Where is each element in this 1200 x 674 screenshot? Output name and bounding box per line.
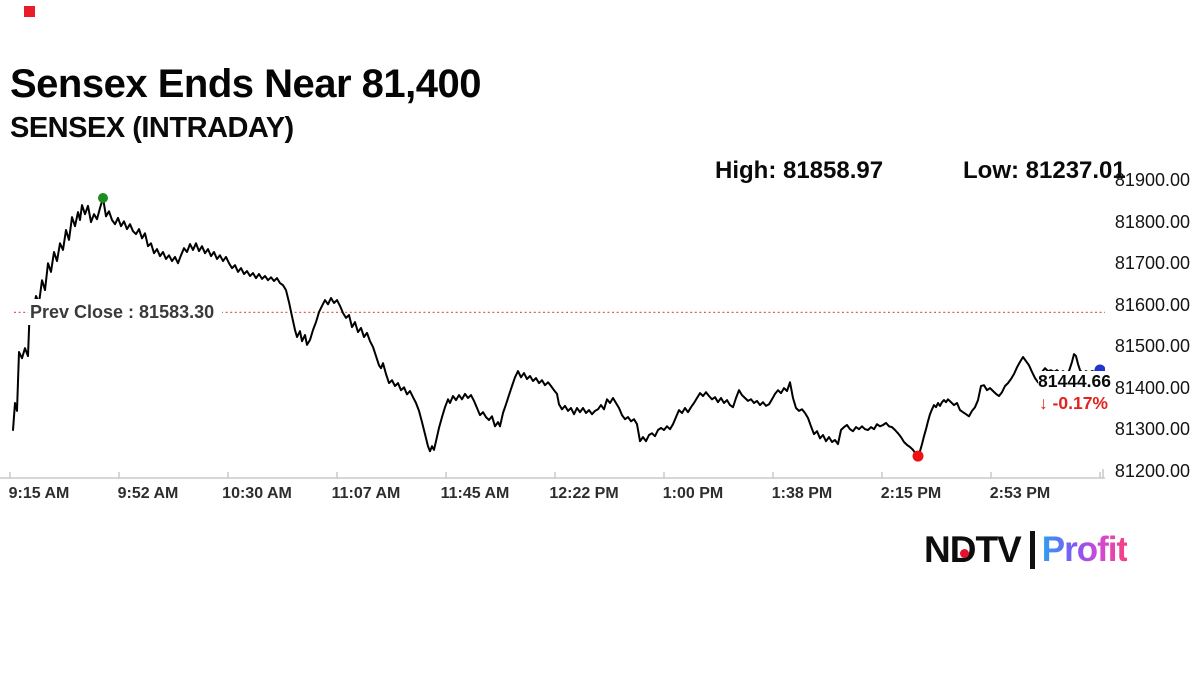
profit-wordmark: Profit <box>1041 530 1128 569</box>
ndtv-red-dot-icon <box>960 549 969 558</box>
x-axis-label: 9:52 AM <box>117 485 179 502</box>
high-value-label: High: 81858.97 <box>715 157 884 184</box>
logo-separator <box>1029 531 1035 569</box>
x-axis-label: 12:22 PM <box>549 485 619 502</box>
y-axis-label: 81300.00 <box>1114 419 1190 439</box>
corner-red-square <box>24 6 35 17</box>
x-axis-label: 2:15 PM <box>880 485 942 502</box>
low-value-label: Low: 81237.01 <box>963 157 1126 184</box>
y-axis-label: 81400.00 <box>1114 377 1190 398</box>
y-axis-label: 81800.00 <box>1114 211 1190 232</box>
price-line-svg <box>0 193 1105 479</box>
last-change-label: ↓ -0.17% <box>1038 393 1108 413</box>
price-line <box>12 197 1101 458</box>
page-title: Sensex Ends Near 81,400 <box>10 62 482 106</box>
high-marker-dot <box>98 193 108 203</box>
page-subtitle: SENSEX (INTRADAY) <box>10 112 294 144</box>
x-axis-label: 11:07 AM <box>331 485 401 502</box>
y-axis-label: 81500.00 <box>1114 336 1190 356</box>
last-price-label: 81444.66 <box>1038 371 1111 391</box>
y-axis-label: 81900.00 <box>1114 170 1190 190</box>
x-axis-label: 1:00 PM <box>662 485 724 502</box>
prev-close-label: Prev Close : 81583.30 <box>28 299 223 325</box>
ndtv-wordmark: NDTV <box>924 529 1022 570</box>
y-axis-label: 81700.00 <box>1114 253 1190 273</box>
low-marker-dot <box>912 450 924 462</box>
y-axis-label: 81200.00 <box>1114 460 1190 481</box>
x-axis-label: 9:15 AM <box>8 485 70 502</box>
ndtv-text: NDTV <box>924 529 1022 570</box>
x-axis-label: 11:45 AM <box>440 485 510 502</box>
x-axis-label: 2:53 PM <box>989 485 1051 502</box>
x-axis-label: 10:30 AM <box>222 485 292 502</box>
ndtv-profit-logo: NDTV Profit <box>924 528 1128 572</box>
y-axis-label: 81600.00 <box>1114 294 1190 315</box>
x-axis-label: 1:38 PM <box>771 485 833 502</box>
